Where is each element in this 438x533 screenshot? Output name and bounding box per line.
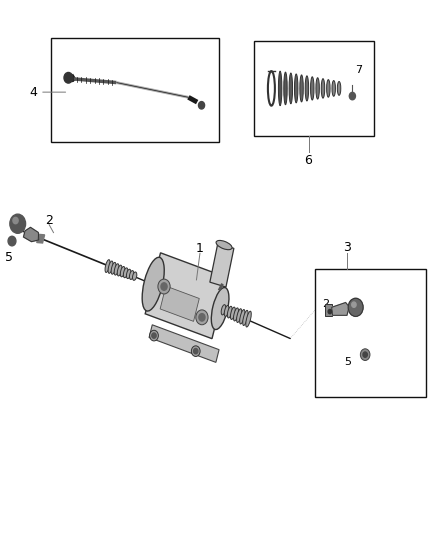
Ellipse shape [240,310,245,324]
Polygon shape [210,244,234,287]
Polygon shape [145,253,227,338]
Text: 1: 1 [196,241,204,254]
Ellipse shape [211,287,229,329]
Ellipse shape [233,308,238,321]
Ellipse shape [337,82,341,95]
Ellipse shape [284,72,287,105]
Ellipse shape [124,268,128,278]
Polygon shape [24,228,39,241]
Ellipse shape [246,311,251,327]
Ellipse shape [237,309,242,322]
Ellipse shape [305,76,309,101]
Text: 6: 6 [304,154,312,167]
Circle shape [198,102,205,109]
Circle shape [161,283,167,290]
Ellipse shape [279,71,282,106]
Ellipse shape [127,269,131,279]
Circle shape [360,349,370,360]
Text: 2: 2 [322,298,329,309]
Ellipse shape [133,272,137,280]
Circle shape [191,346,200,357]
Ellipse shape [105,260,110,272]
Text: 3: 3 [343,241,351,254]
Text: 7: 7 [355,65,362,75]
Ellipse shape [120,266,125,277]
Ellipse shape [243,310,248,326]
Circle shape [64,72,73,83]
Circle shape [328,310,332,314]
Ellipse shape [221,305,226,315]
Circle shape [352,302,356,308]
Ellipse shape [108,261,113,273]
Circle shape [348,298,363,317]
Ellipse shape [130,271,134,279]
Circle shape [199,313,205,321]
Circle shape [158,279,170,294]
Circle shape [8,236,16,246]
Circle shape [13,217,18,224]
Bar [51,38,219,142]
Polygon shape [160,286,199,321]
Ellipse shape [294,74,298,103]
Text: 2: 2 [45,214,53,228]
Circle shape [363,352,367,357]
Ellipse shape [142,257,164,311]
Circle shape [194,349,198,354]
Ellipse shape [227,306,232,318]
Ellipse shape [300,75,303,102]
Circle shape [152,333,156,338]
Ellipse shape [316,78,319,99]
Text: 5: 5 [344,357,351,367]
Text: 5: 5 [5,251,13,263]
Bar [325,304,332,317]
Text: 4: 4 [29,86,37,99]
Ellipse shape [117,265,122,276]
Ellipse shape [327,79,330,97]
Bar [315,269,426,397]
Ellipse shape [111,262,116,274]
Circle shape [150,330,159,341]
Circle shape [196,310,208,325]
Circle shape [350,92,356,100]
Ellipse shape [332,80,336,96]
Circle shape [10,214,25,233]
Ellipse shape [114,264,119,275]
Ellipse shape [230,307,235,319]
Ellipse shape [311,77,314,100]
Polygon shape [332,303,349,316]
Ellipse shape [289,73,293,104]
Ellipse shape [224,305,229,317]
Ellipse shape [321,79,325,98]
Polygon shape [37,235,45,243]
Polygon shape [149,325,219,362]
Ellipse shape [216,240,232,249]
Bar [254,41,374,136]
